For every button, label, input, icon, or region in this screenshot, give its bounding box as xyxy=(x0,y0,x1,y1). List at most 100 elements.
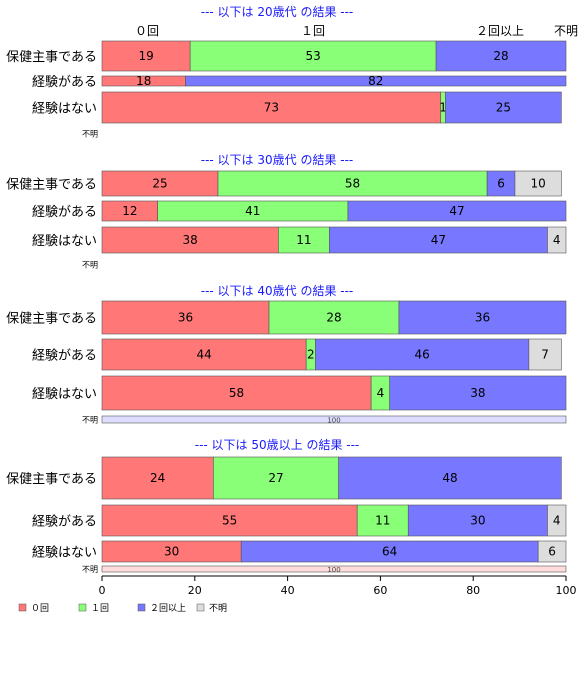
category-label: 不明 xyxy=(82,565,98,574)
legend-label: ２回以上 xyxy=(150,603,186,614)
legend-label: 不明 xyxy=(209,603,227,614)
data-label: 100 xyxy=(327,566,340,574)
data-label: 48 xyxy=(442,471,457,485)
bar-segment xyxy=(101,300,270,335)
data-label: 7 xyxy=(541,348,549,362)
data-label: 11 xyxy=(375,514,390,528)
legend-swatch xyxy=(18,603,27,612)
category-label: 経験はない xyxy=(32,546,97,561)
bar-segment xyxy=(356,504,409,537)
category-label: 経験がある xyxy=(32,515,97,530)
bar-segment xyxy=(347,200,567,222)
data-label: 53 xyxy=(305,49,320,63)
column-header: ０回 xyxy=(135,24,159,38)
bar-segment xyxy=(185,75,567,87)
x-tick-label: 0 xyxy=(99,584,106,597)
legend-swatch xyxy=(78,603,87,612)
category-label: 保健主事である xyxy=(6,178,97,193)
data-label: 2 xyxy=(307,348,315,362)
bar-segment xyxy=(528,338,562,371)
data-label: 36 xyxy=(178,311,193,325)
data-label: 6 xyxy=(497,177,505,191)
bar-segment xyxy=(101,91,442,124)
data-label: 44 xyxy=(196,348,211,362)
x-tick-label: 20 xyxy=(188,584,202,597)
category-label: 保健主事である xyxy=(6,472,97,487)
bar-segment xyxy=(338,456,562,500)
bar-segment xyxy=(268,300,400,335)
legend-swatch xyxy=(196,603,205,612)
data-label: 4 xyxy=(377,386,385,400)
category-label: 経験がある xyxy=(32,75,97,90)
column-header: ２回以上 xyxy=(476,24,524,38)
data-label: 100 xyxy=(327,417,340,425)
bar-segment xyxy=(101,565,567,573)
bar-segment xyxy=(407,504,548,537)
bar-segment xyxy=(445,91,562,124)
x-tick-label: 40 xyxy=(281,584,295,597)
bar-segment xyxy=(189,40,437,72)
bar-segment xyxy=(217,170,488,197)
bar-segment xyxy=(101,456,214,500)
data-label: 27 xyxy=(268,471,283,485)
bar-segment xyxy=(101,226,279,254)
x-tick-label: 100 xyxy=(556,584,577,597)
data-label: 36 xyxy=(475,311,490,325)
data-label: 25 xyxy=(496,101,511,115)
data-label: 28 xyxy=(326,311,341,325)
bar-segment xyxy=(278,226,330,254)
data-label: 58 xyxy=(345,177,360,191)
x-tick-label: 80 xyxy=(466,584,480,597)
data-label: 47 xyxy=(449,204,464,218)
category-label: 経験はない xyxy=(32,234,97,249)
legend-swatch xyxy=(137,603,146,612)
panel-title: --- 以下は 20歳代 の結果 --- xyxy=(201,5,354,19)
panel-title: --- 以下は 50歳以上 の結果 --- xyxy=(195,438,360,452)
legend-label: １回 xyxy=(91,603,109,614)
data-label: 38 xyxy=(183,233,198,247)
data-label: 30 xyxy=(470,514,485,528)
bar-segment xyxy=(537,540,567,563)
category-label: 不明 xyxy=(82,261,98,270)
data-label: 28 xyxy=(493,49,508,63)
category-label: 不明 xyxy=(82,130,98,139)
legend-label: ０回 xyxy=(31,603,49,614)
bar-segment xyxy=(213,456,339,500)
data-label: 55 xyxy=(222,514,237,528)
panel-title: --- 以下は 30歳代 の結果 --- xyxy=(201,153,354,167)
bar-segment xyxy=(547,226,567,254)
data-label: 24 xyxy=(150,471,165,485)
data-label: 10 xyxy=(531,177,546,191)
data-label: 12 xyxy=(122,204,137,218)
bar-segment xyxy=(398,300,567,335)
category-label: 保健主事である xyxy=(6,312,97,327)
category-label: 保健主事である xyxy=(6,50,97,65)
data-label: 4 xyxy=(553,233,561,247)
data-label: 73 xyxy=(264,101,279,115)
data-label: 41 xyxy=(245,204,260,218)
data-label: 6 xyxy=(548,545,556,559)
panel-title: --- 以下は 40歳代 の結果 --- xyxy=(201,284,354,298)
data-label: 4 xyxy=(553,514,561,528)
data-label: 11 xyxy=(296,233,311,247)
bar-segment xyxy=(435,40,567,72)
bar-segment xyxy=(329,226,548,254)
bar-segment xyxy=(547,504,567,537)
data-label: 1 xyxy=(439,101,447,115)
bar-segment xyxy=(389,375,567,411)
data-label: 64 xyxy=(382,545,397,559)
bar-segment xyxy=(486,170,516,197)
data-label: 18 xyxy=(136,74,151,88)
category-label: 経験はない xyxy=(32,102,97,117)
column-header: １回 xyxy=(301,24,325,38)
data-label: 46 xyxy=(415,348,430,362)
category-label: 経験がある xyxy=(32,349,97,364)
data-label: 58 xyxy=(229,386,244,400)
category-label: 経験はない xyxy=(32,387,97,402)
bar-segment xyxy=(514,170,562,197)
data-label: 30 xyxy=(164,545,179,559)
data-label: 47 xyxy=(431,233,446,247)
category-label: 不明 xyxy=(82,416,98,425)
data-label: 82 xyxy=(368,74,383,88)
